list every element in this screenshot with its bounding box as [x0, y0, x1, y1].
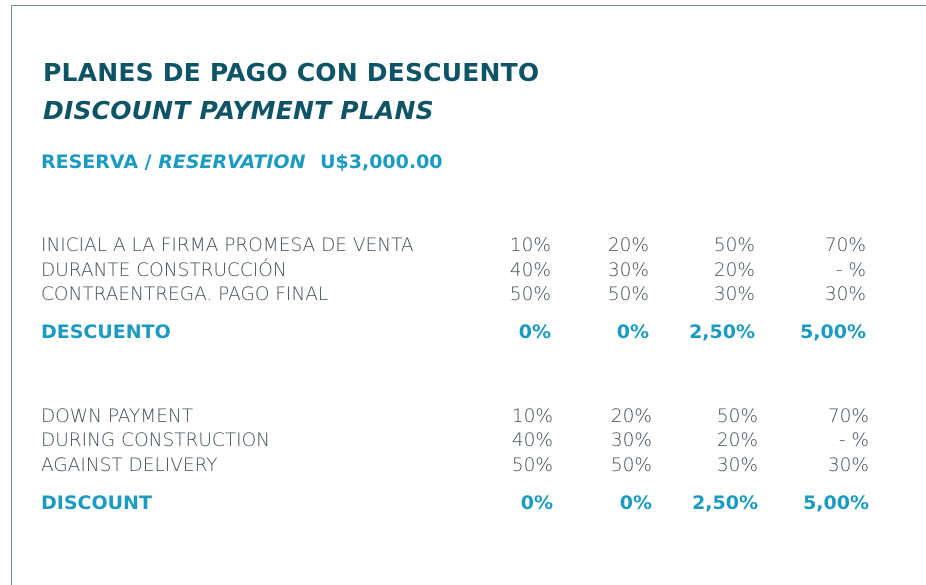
plan-4-value: 30%	[824, 284, 866, 305]
reservation-label-en: RESERVATION	[158, 151, 306, 173]
plan-2-discount: 0%	[619, 492, 652, 514]
plan-3-discount: 2,50%	[692, 492, 758, 514]
plan-1-value: 10%	[511, 406, 553, 427]
plan-4-value: - %	[838, 430, 869, 451]
plan-4-value: 70%	[824, 235, 866, 256]
plan-1-discount: 0%	[520, 492, 553, 514]
plan-1-value: 50%	[511, 455, 553, 476]
row-label: CONTRAENTREGA. PAGO FINAL	[41, 284, 329, 305]
plan-2-value: 20%	[610, 406, 652, 427]
plan-4-discount: 5,00%	[803, 492, 869, 514]
row-label: DOWN PAYMENT	[41, 406, 194, 427]
discount-label: DISCOUNT	[41, 492, 152, 514]
plan-2-value: 50%	[607, 284, 649, 305]
discount-label: DESCUENTO	[41, 321, 171, 343]
plan-3-value: 30%	[716, 455, 758, 476]
plan-2-value: 30%	[607, 260, 649, 281]
reservation-amount: U$3,000.00	[320, 151, 443, 173]
plan-1-value: 40%	[509, 260, 551, 281]
plan-4-value: 30%	[827, 455, 869, 476]
plan-3-value: 20%	[713, 260, 755, 281]
plan-4-value: - %	[835, 260, 866, 281]
plan-2-value: 20%	[607, 235, 649, 256]
plan-2-value: 30%	[610, 430, 652, 451]
plan-3-discount: 2,50%	[689, 321, 755, 343]
row-label: AGAINST DELIVERY	[41, 455, 218, 476]
page-frame	[11, 5, 926, 585]
plan-4-discount: 5,00%	[800, 321, 866, 343]
plan-1-discount: 0%	[518, 321, 551, 343]
plan-1-value: 50%	[509, 284, 551, 305]
page-title-spanish: PLANES DE PAGO CON DESCUENTO	[43, 58, 540, 87]
plan-3-value: 20%	[716, 430, 758, 451]
plan-3-value: 50%	[713, 235, 755, 256]
reservation-line: RESERVA / RESERVATION U$3,000.00	[41, 151, 443, 173]
plan-3-value: 50%	[716, 406, 758, 427]
reservation-label-es: RESERVA /	[41, 151, 152, 173]
row-label: INICIAL A LA FIRMA PROMESA DE VENTA	[41, 235, 414, 256]
plan-3-value: 30%	[713, 284, 755, 305]
plan-1-value: 40%	[511, 430, 553, 451]
row-label: DURING CONSTRUCTION	[41, 430, 270, 451]
plan-4-value: 70%	[827, 406, 869, 427]
page-title-english: DISCOUNT PAYMENT PLANS	[43, 96, 434, 125]
plan-2-value: 50%	[610, 455, 652, 476]
row-label: DURANTE CONSTRUCCIÓN	[41, 260, 287, 281]
plan-1-value: 10%	[509, 235, 551, 256]
plan-2-discount: 0%	[616, 321, 649, 343]
